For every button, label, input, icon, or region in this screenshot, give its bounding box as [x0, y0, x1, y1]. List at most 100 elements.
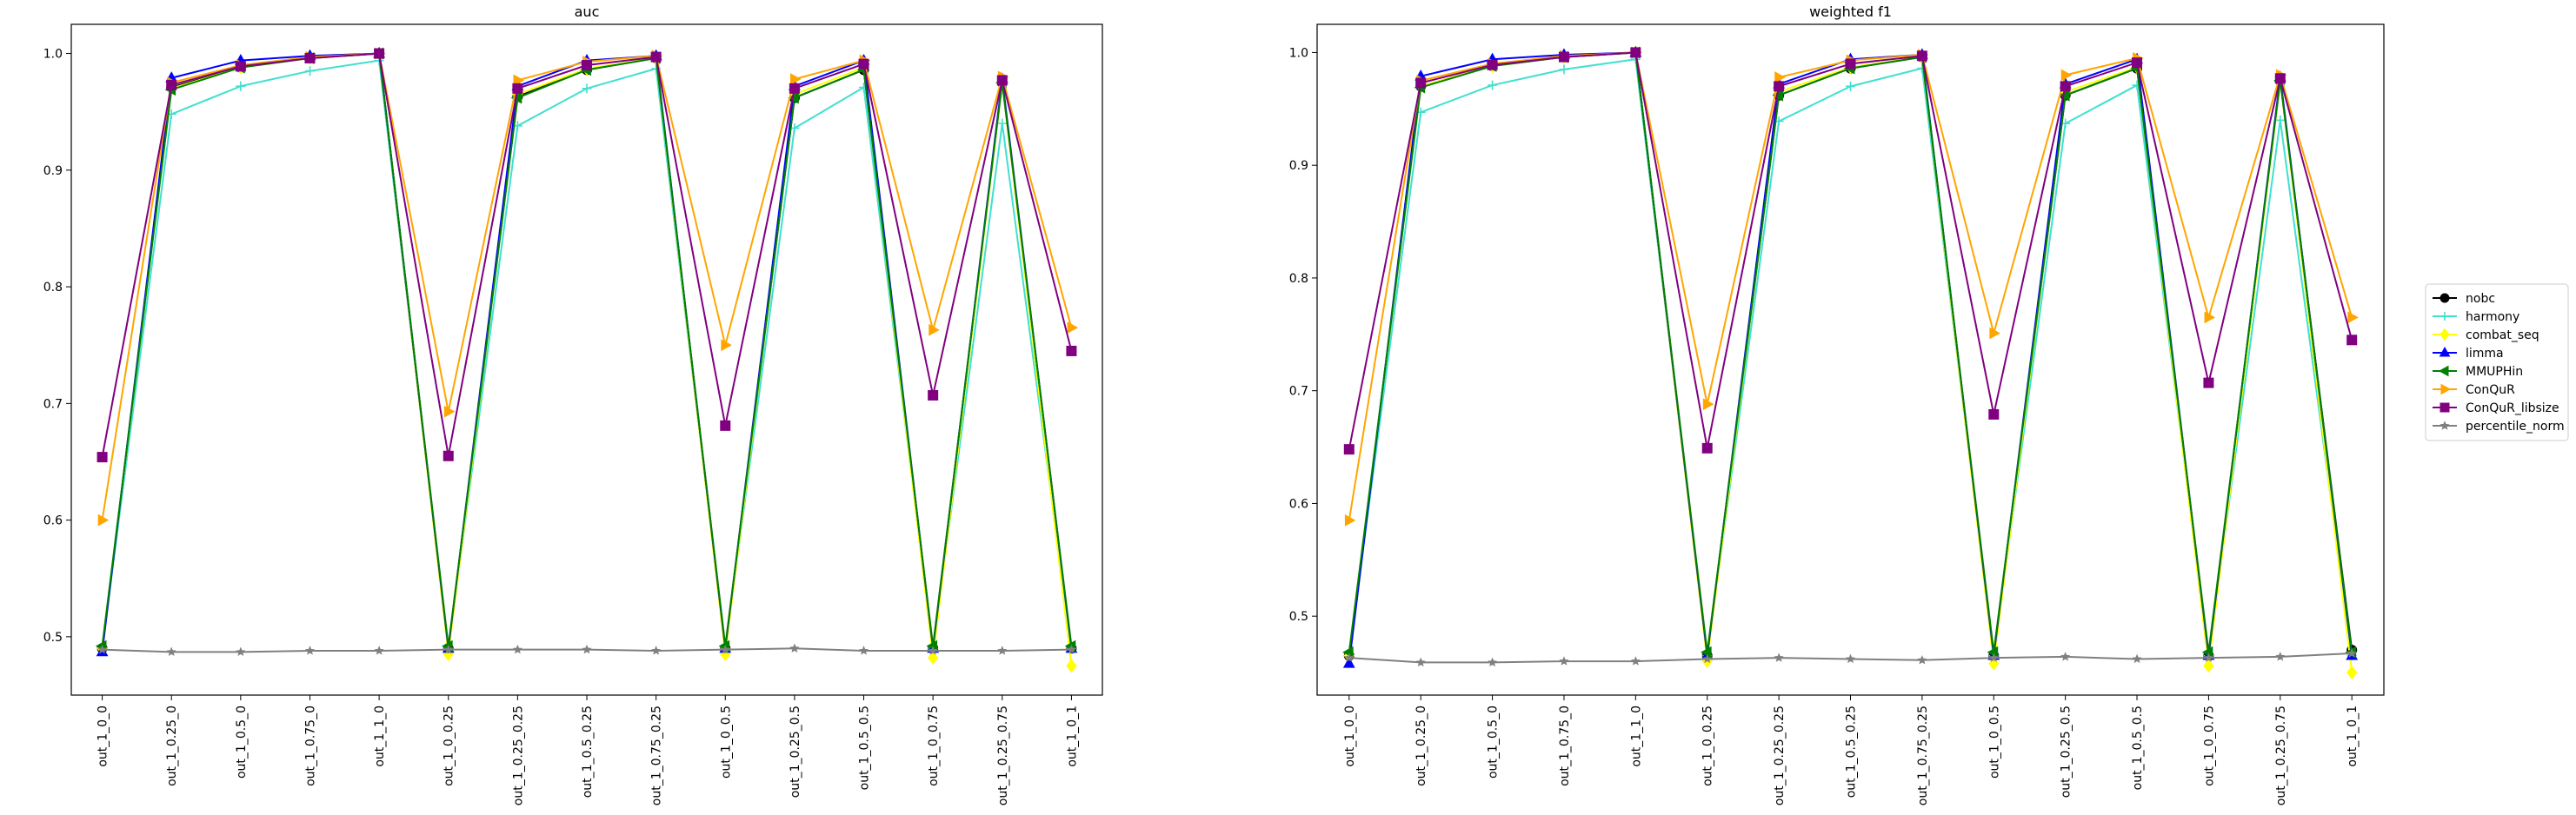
- x-tick-label: out_1_0.75_0: [303, 706, 317, 786]
- y-tick-label: 0.9: [43, 164, 63, 178]
- x-tick-label: out_1_0.25_0.75: [996, 706, 1010, 805]
- legend-label: percentile_norm: [2466, 420, 2565, 434]
- data-point: [2060, 81, 2071, 92]
- data-point: [2203, 653, 2213, 662]
- y-tick-label: 0.9: [1289, 159, 1308, 173]
- y-tick-label: 0.5: [1289, 610, 1308, 624]
- data-point: [512, 83, 523, 94]
- data-point: [1630, 47, 1641, 58]
- x-tick-label: out_1_0.25_0.25: [1773, 706, 1787, 805]
- data-point: [996, 75, 1008, 86]
- series-percentile-norm: [97, 643, 1076, 657]
- data-point: [374, 48, 385, 59]
- data-point: [789, 643, 800, 653]
- x-tick-label: out_1_0_1: [1065, 706, 1079, 767]
- legend-item-conqur: ConQuR: [2433, 383, 2515, 397]
- plot-area: [1317, 24, 2384, 695]
- data-point: [2347, 311, 2359, 324]
- data-point: [236, 81, 246, 91]
- data-point: [1916, 50, 1927, 62]
- x-tick-label: out_1_0.25_0: [1414, 706, 1428, 786]
- data-point: [1415, 657, 1426, 667]
- data-point: [443, 644, 454, 654]
- legend-item-combat-seq: combat_seq: [2433, 328, 2539, 342]
- data-point: [1774, 653, 1784, 662]
- data-point: [97, 644, 108, 654]
- legend-item-percentile-norm: percentile_norm: [2433, 420, 2565, 434]
- y-tick-label: 0.7: [1289, 385, 1308, 399]
- x-tick-label: out_1_0_0.5: [719, 706, 733, 779]
- x-tick-label: out_1_0_0: [1343, 706, 1357, 767]
- legend-item-conqur-libsize: ConQuR_libsize: [2433, 401, 2559, 415]
- data-point: [721, 339, 732, 352]
- x-tick-label: out_1_0_0.75: [927, 706, 941, 786]
- x-tick-label: out_1_0_0: [97, 706, 110, 767]
- chart-auc: auc 0.5 0.6 0.7 0.8 0.9 1.0 out_1_0_0 out_1_0.25…: [43, 3, 1103, 805]
- legend-label: ConQuR: [2466, 383, 2515, 397]
- data-point: [997, 646, 1008, 655]
- x-tick-label: out_1_1_0: [1629, 706, 1643, 767]
- data-point: [1845, 58, 1856, 70]
- data-point: [513, 74, 525, 87]
- legend-item-harmony: harmony: [2433, 310, 2519, 324]
- data-point: [512, 644, 523, 654]
- data-point: [2203, 659, 2214, 673]
- y-tick-label: 0.8: [1289, 272, 1308, 286]
- data-point: [2274, 73, 2286, 84]
- data-point: [2132, 653, 2142, 664]
- plot-area: [71, 24, 1102, 695]
- data-point: [2275, 652, 2286, 661]
- data-point: [1342, 657, 1355, 668]
- y-tick-label: 1.0: [43, 48, 63, 62]
- legend-label: limma: [2466, 347, 2504, 361]
- axes-frame: [70, 23, 1103, 696]
- data-point: [1917, 654, 1927, 665]
- data-point: [1987, 646, 1999, 659]
- x-tick-label: out_1_0_0.25: [443, 706, 456, 786]
- data-point: [1344, 514, 1356, 527]
- data-point: [928, 389, 939, 401]
- x-tick-label: out_1_0.5_0: [1487, 706, 1501, 779]
- data-point: [789, 73, 802, 85]
- series-percentile-norm: [1344, 648, 2357, 667]
- data-point: [1988, 408, 2000, 420]
- x-tick-label: out_1_0.5_0.25: [581, 706, 595, 798]
- data-point: [166, 79, 177, 90]
- legend-label: ConQuR_libsize: [2466, 401, 2559, 415]
- x-tick-label: out_1_0.25_0: [165, 706, 179, 786]
- data-point: [304, 52, 316, 63]
- data-point: [858, 58, 869, 70]
- legend-marker: [2440, 293, 2450, 303]
- data-point: [789, 83, 800, 94]
- legend-label: nobc: [2466, 292, 2495, 306]
- data-point: [1702, 398, 1714, 411]
- data-point: [2060, 652, 2071, 661]
- data-point: [1558, 51, 1569, 63]
- data-point: [1343, 444, 1355, 455]
- data-point: [582, 644, 592, 654]
- x-tick-label: out_1_0.5_0.5: [2131, 706, 2145, 790]
- legend-marker: [2440, 383, 2452, 395]
- data-point: [928, 646, 938, 655]
- x-tick-label: out_1_0.25_0.5: [2060, 706, 2073, 798]
- legend-label: MMUPHin: [2466, 365, 2523, 379]
- data-point: [1066, 345, 1077, 356]
- data-point: [582, 83, 592, 94]
- legend-box: [2425, 283, 2569, 441]
- x-tick-label: out_1_0.25_0.5: [789, 706, 802, 798]
- data-point: [1488, 657, 1498, 667]
- data-point: [304, 66, 315, 76]
- series-conqur-libsize: [97, 48, 1077, 463]
- data-point: [651, 646, 662, 655]
- data-point: [2275, 115, 2286, 125]
- x-tick-label: out_1_0_0.75: [2202, 706, 2216, 786]
- data-point: [1559, 656, 1569, 666]
- data-point: [650, 51, 662, 63]
- data-point: [1559, 64, 1569, 75]
- legend-label: harmony: [2466, 310, 2519, 324]
- data-point: [859, 646, 869, 655]
- data-point: [2203, 377, 2214, 388]
- data-point: [720, 644, 730, 654]
